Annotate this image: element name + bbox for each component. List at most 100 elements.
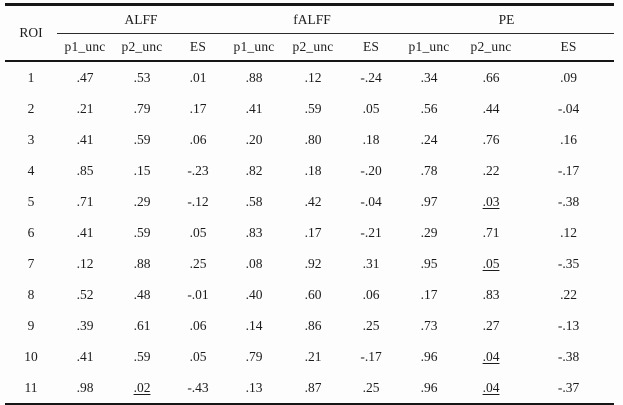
cell-value: .88 — [133, 255, 151, 271]
table-row: 2 .21 .79 .17 .41 .59 .05 .56 .44 -.04 — [5, 93, 614, 124]
group-header-falff: fALFF — [225, 4, 400, 34]
cell-value: .05 — [189, 348, 207, 364]
cell-value: .39 — [76, 317, 94, 333]
cell-value: .21 — [76, 100, 94, 116]
cell-value: .85 — [76, 162, 94, 178]
cell-value: .66 — [482, 69, 500, 85]
cell-value: .22 — [560, 286, 577, 302]
cell-value: -.04 — [557, 100, 580, 116]
cell-value: .03 — [482, 193, 500, 209]
cell-value: .59 — [304, 100, 322, 116]
table-row: 8 .52 .48 -.01 .40 .60 .06 .17 .83 .22 — [5, 279, 614, 310]
cell-value: .52 — [76, 286, 94, 302]
cell-roi: 2 — [27, 100, 35, 116]
cell-value: -.24 — [360, 69, 382, 85]
cell-value: .79 — [133, 100, 151, 116]
subcol-falff-p1unc: p1_unc — [225, 33, 284, 62]
cell-value: .41 — [245, 100, 263, 116]
cell-value: .12 — [76, 255, 94, 271]
cell-value: .59 — [133, 224, 151, 240]
cell-value: .56 — [420, 100, 438, 116]
cell-value: .25 — [189, 255, 207, 271]
cell-value: .87 — [304, 379, 322, 395]
cell-value: .24 — [420, 131, 438, 147]
cell-value: .83 — [245, 224, 263, 240]
cell-value: .17 — [189, 100, 207, 116]
cell-value: -.01 — [187, 286, 209, 302]
cell-roi: 1 — [27, 69, 35, 85]
cell-value: -.38 — [557, 348, 580, 364]
cell-value: .17 — [420, 286, 438, 302]
cell-value: -.43 — [187, 379, 209, 395]
col-header-roi: ROI — [5, 4, 57, 62]
table-row: 5 .71 .29 -.12 .58 .42 -.04 .97 .03 -.38 — [5, 186, 614, 217]
cell-value: .12 — [560, 224, 577, 240]
statistics-table: ROI ALFF fALFF PE p1_unc p2_unc ES p1_un… — [5, 3, 615, 405]
cell-value: .08 — [245, 255, 263, 271]
cell-value: .80 — [304, 131, 322, 147]
table-row: 4 .85 .15 -.23 .82 .18 -.20 .78 .22 -.17 — [5, 155, 614, 186]
cell-value: .13 — [245, 379, 263, 395]
cell-value: .41 — [76, 348, 94, 364]
cell-value: .48 — [133, 286, 151, 302]
cell-roi: 10 — [24, 348, 38, 364]
cell-value: .95 — [420, 255, 438, 271]
cell-value: .92 — [304, 255, 322, 271]
cell-value: .25 — [362, 317, 380, 333]
cell-value: -.04 — [360, 193, 382, 209]
cell-value: .53 — [133, 69, 151, 85]
cell-value: .06 — [189, 317, 207, 333]
cell-value: .40 — [245, 286, 263, 302]
cell-value: .15 — [133, 162, 151, 178]
cell-value: .04 — [482, 348, 500, 364]
subcol-falff-p2unc: p2_unc — [283, 33, 344, 62]
subcol-pe-p1unc: p1_unc — [399, 33, 460, 62]
table-row: 10 .41 .59 .05 .79 .21 -.17 .96 .04 -.38 — [5, 341, 614, 372]
subcolumn-header-row: p1_unc p2_unc ES p1_unc p2_unc ES p1_unc… — [5, 33, 615, 62]
cell-roi: 6 — [27, 224, 35, 240]
cell-value: .06 — [189, 131, 207, 147]
cell-value: .83 — [482, 286, 500, 302]
cell-value: .71 — [76, 193, 94, 209]
cell-value: .73 — [420, 317, 438, 333]
cell-value: .42 — [304, 193, 322, 209]
cell-roi: 5 — [27, 193, 35, 209]
cell-roi: 8 — [27, 286, 35, 302]
table-row: 11 .98 .02 -.43 .13 .87 .25 .96 .04 -.37 — [5, 372, 614, 405]
cell-value: .88 — [245, 69, 263, 85]
group-header-row: ROI ALFF fALFF PE — [5, 4, 615, 62]
cell-value: .41 — [76, 224, 94, 240]
cell-value: .05 — [362, 100, 380, 116]
cell-value: .58 — [245, 193, 263, 209]
cell-value: .16 — [560, 131, 577, 147]
cell-value: .20 — [245, 131, 263, 147]
cell-value: .59 — [133, 131, 151, 147]
cell-value: .06 — [362, 286, 380, 302]
cell-value: .79 — [245, 348, 263, 364]
cell-value: .61 — [133, 317, 151, 333]
cell-value: .44 — [482, 100, 500, 116]
cell-value: -.17 — [360, 348, 382, 364]
cell-roi: 4 — [27, 162, 35, 178]
cell-value: .98 — [76, 379, 94, 395]
cell-roi: 3 — [27, 131, 35, 147]
cell-value: -.23 — [187, 162, 209, 178]
cell-value: .17 — [304, 224, 322, 240]
table-header: ROI ALFF fALFF PE p1_unc p2_unc ES p1_un… — [5, 4, 615, 62]
cell-value: .41 — [76, 131, 94, 147]
cell-value: .12 — [304, 69, 322, 85]
cell-value: .25 — [362, 379, 380, 395]
group-header-pe: PE — [399, 4, 615, 34]
cell-value: -.35 — [557, 255, 580, 271]
cell-roi: 11 — [24, 379, 38, 395]
cell-value: -.13 — [557, 317, 580, 333]
table-row: 7 .12 .88 .25 .08 .92 .31 .95 .05 -.35 — [5, 248, 614, 279]
cell-value: .04 — [482, 379, 500, 395]
table-row: 3 .41 .59 .06 .20 .80 .18 .24 .76 .16 — [5, 124, 614, 155]
cell-value: .96 — [420, 379, 438, 395]
cell-value: -.17 — [557, 162, 580, 178]
table-row: 6 .41 .59 .05 .83 .17 -.21 .29 .71 .12 — [5, 217, 614, 248]
subcol-alff-p1unc: p1_unc — [57, 33, 113, 62]
cell-value: .82 — [245, 162, 263, 178]
